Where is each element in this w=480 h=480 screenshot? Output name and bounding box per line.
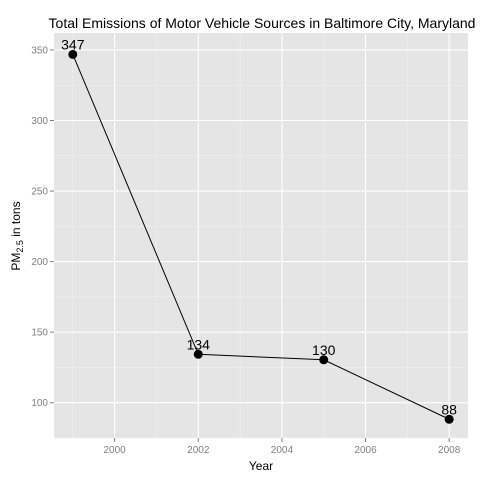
emissions-line: [72, 54, 450, 420]
x-tick-label: 2008: [438, 445, 461, 456]
y-tick-label: 200: [31, 257, 48, 268]
y-tick-label: 100: [31, 398, 48, 409]
data-point: [193, 349, 203, 359]
y-tick-label: 350: [31, 45, 48, 56]
x-tick-label: 2000: [104, 445, 127, 456]
y-axis-title-suffix: in tons: [9, 201, 23, 240]
data-point: [444, 414, 454, 424]
data-label: 88: [441, 401, 457, 417]
x-tick-label: 2002: [187, 445, 210, 456]
data-label: 134: [187, 336, 211, 352]
data-labels: 347 134 130 88: [61, 36, 457, 417]
x-tick-label: 2006: [354, 445, 377, 456]
y-tick-label: 150: [31, 328, 48, 339]
data-label: 130: [312, 342, 336, 358]
plot-panel: [54, 33, 468, 438]
data-label: 347: [61, 36, 85, 52]
y-axis-title-prefix: PM: [9, 253, 23, 271]
major-gridlines: [54, 33, 468, 438]
chart-title: Total Emissions of Motor Vehicle Sources…: [49, 15, 476, 31]
y-tick-label: 250: [31, 187, 48, 198]
y-axis-ticks: 100 150 200 250 300 350: [31, 45, 54, 409]
y-axis-title-subscript: 2.5: [15, 240, 25, 253]
x-axis-ticks: 2000 2002 2004 2006 2008: [104, 438, 461, 456]
data-point: [319, 355, 329, 365]
y-axis-title: PM2.5 in tons: [9, 201, 25, 270]
x-axis-title: Year: [249, 459, 273, 473]
y-tick-label: 300: [31, 116, 48, 127]
data-point: [68, 49, 78, 59]
minor-gridlines: [54, 33, 468, 439]
emissions-series: [68, 49, 454, 424]
x-tick-label: 2004: [271, 445, 294, 456]
